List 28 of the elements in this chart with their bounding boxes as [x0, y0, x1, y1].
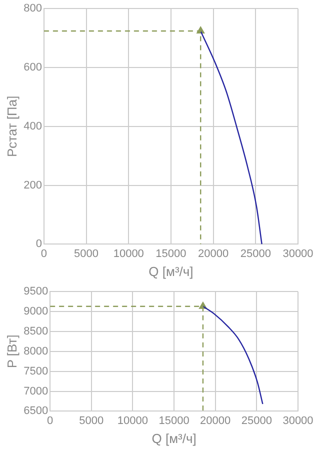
y-tick-label: 0 [36, 238, 42, 250]
y-tick-label: 6500 [24, 405, 48, 418]
y-tick-label: 9500 [24, 286, 48, 298]
x-tick-label: 5000 [74, 248, 99, 260]
x-tick-label: 10000 [113, 248, 144, 260]
x-tick-label: 20000 [200, 414, 231, 427]
x-tick-label: 15000 [156, 248, 186, 260]
y-tick-label: 600 [24, 62, 42, 74]
x-tick-label: 10000 [117, 414, 148, 427]
x-tick-label: 30000 [282, 414, 314, 427]
x-tick-label: 30000 [282, 248, 314, 260]
x-axis-title: Q [м³/ч] [148, 264, 194, 279]
x-axis-title: Q [м³/ч] [152, 430, 196, 446]
y-tick-label: 7500 [24, 365, 48, 378]
y-axis-title: Рстат [Па] [4, 96, 20, 158]
y-tick-label: 800 [24, 2, 42, 15]
y-tick-label: 8500 [24, 326, 48, 338]
x-tick-label: 25000 [241, 414, 272, 427]
y-tick-label: 200 [24, 179, 42, 192]
y-tick-label: 9000 [24, 306, 48, 318]
x-tick-label: 20000 [198, 248, 229, 260]
x-tick-label: 15000 [158, 414, 190, 427]
y-tick-label: 400 [24, 120, 42, 132]
x-tick-label: 25000 [240, 248, 271, 260]
y-axis-title: P [Вт] [4, 334, 20, 368]
x-tick-label: 5000 [79, 414, 104, 427]
y-tick-label: 7000 [24, 385, 48, 398]
y-tick-label: 8000 [24, 345, 48, 358]
